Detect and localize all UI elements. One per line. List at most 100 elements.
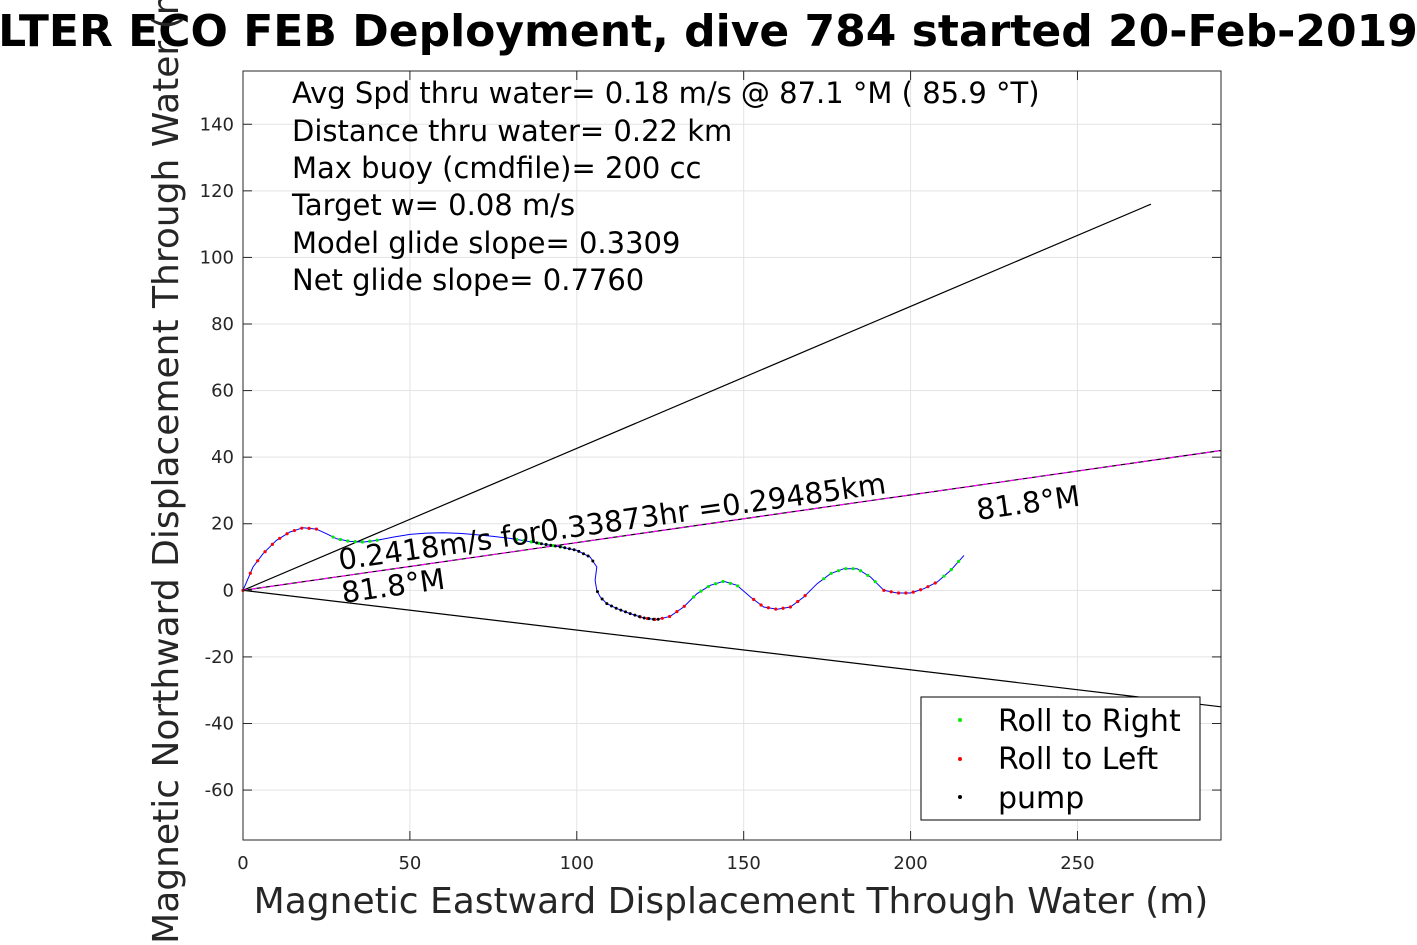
roll-right-marker bbox=[368, 539, 372, 543]
roll-right-marker bbox=[346, 539, 350, 543]
pump-marker bbox=[610, 604, 614, 608]
legend-label-pump: pump bbox=[998, 781, 1084, 816]
plot-area-frame bbox=[242, 70, 1222, 841]
pump-marker bbox=[539, 542, 543, 546]
roll-right-marker bbox=[822, 577, 826, 581]
roll-left-marker bbox=[307, 526, 311, 530]
legend-label-roll-right: Roll to Right bbox=[998, 704, 1181, 739]
reference-lines bbox=[242, 203, 1222, 708]
roll-left-marker bbox=[314, 527, 319, 531]
pump-marker bbox=[591, 559, 595, 563]
legend-marker-roll-right bbox=[958, 718, 962, 722]
roll-left-marker bbox=[926, 585, 930, 589]
legend-label-roll-left: Roll to Left bbox=[998, 742, 1158, 777]
roll-right-marker bbox=[942, 574, 946, 578]
chart-title: LTER ECO FEB Deployment, dive 784 starte… bbox=[0, 6, 1417, 57]
legend-marker-roll-left bbox=[958, 757, 962, 761]
pump-marker bbox=[600, 597, 604, 601]
roll-left-marker bbox=[675, 610, 679, 614]
roll-left-marker bbox=[278, 536, 282, 540]
roll-right-marker bbox=[949, 568, 953, 572]
roll-left-marker bbox=[759, 603, 763, 607]
info-max-buoy: Max buoy (cmdfile)= 200 cc bbox=[292, 151, 701, 185]
roll-right-marker bbox=[836, 569, 841, 573]
roll-right-marker bbox=[866, 573, 870, 577]
pump-marker bbox=[558, 545, 562, 549]
roll-right-marker bbox=[858, 569, 863, 573]
pump-marker bbox=[549, 543, 553, 547]
roll-left-marker bbox=[781, 606, 785, 610]
reference-line bbox=[242, 449, 1222, 591]
x-tick-label: 0 bbox=[237, 853, 248, 874]
roll-right-marker bbox=[714, 582, 718, 586]
legend-box bbox=[920, 696, 1201, 821]
roll-left-marker bbox=[796, 599, 800, 604]
roll-right-marker bbox=[360, 540, 365, 544]
roll-right-marker bbox=[721, 579, 725, 584]
roll-left-marker bbox=[752, 597, 756, 602]
y-tick-label: 140 bbox=[200, 114, 234, 135]
track-markers bbox=[241, 526, 961, 621]
roll-right-marker bbox=[522, 539, 526, 543]
pump-marker bbox=[642, 616, 646, 620]
roll-left-marker bbox=[660, 616, 664, 620]
y-tick-label: 20 bbox=[211, 514, 234, 535]
current-annotation: 0.2418m/s for0.33873hr =0.29485km bbox=[336, 466, 888, 577]
roll-left-marker bbox=[788, 605, 793, 609]
roll-left-marker bbox=[256, 559, 260, 563]
pump-marker bbox=[572, 548, 576, 552]
roll-left-marker bbox=[667, 614, 672, 619]
pump-marker bbox=[647, 617, 651, 621]
x-tick-label: 200 bbox=[893, 853, 927, 874]
legend-marker-pump bbox=[958, 795, 962, 799]
grid-lines bbox=[242, 71, 1221, 840]
pump-marker bbox=[586, 554, 590, 558]
pump-marker bbox=[577, 549, 581, 553]
reference-line bbox=[242, 589, 1222, 708]
roll-left-marker bbox=[896, 591, 901, 595]
pump-marker bbox=[619, 608, 623, 612]
roll-right-marker bbox=[706, 584, 710, 589]
roll-right-marker bbox=[957, 559, 961, 563]
x-tick-label: 150 bbox=[727, 853, 761, 874]
pump-marker bbox=[563, 546, 567, 550]
info-distance: Distance thru water= 0.22 km bbox=[292, 114, 732, 148]
roll-left-marker bbox=[933, 581, 937, 585]
roll-right-marker bbox=[873, 580, 877, 584]
roll-left-marker bbox=[248, 571, 252, 575]
info-avg-speed: Avg Spd thru water= 0.18 m/s @ 87.1 °M (… bbox=[292, 76, 1040, 110]
info-text-block: Avg Spd thru water= 0.18 m/s @ 87.1 °M (… bbox=[291, 76, 1040, 297]
roll-right-marker bbox=[692, 595, 696, 599]
pump-marker bbox=[624, 610, 628, 614]
roll-left-marker bbox=[911, 590, 915, 594]
pump-marker bbox=[581, 552, 585, 556]
y-tick-label: -60 bbox=[205, 780, 234, 801]
roll-right-marker bbox=[851, 567, 855, 571]
info-net-glide-slope: Net glide slope= 0.7760 bbox=[292, 263, 644, 297]
roll-left-marker bbox=[774, 607, 778, 611]
roll-left-marker bbox=[682, 604, 686, 608]
y-tick-label: 100 bbox=[200, 247, 234, 268]
roll-left-marker bbox=[270, 542, 274, 546]
roll-left-marker bbox=[292, 528, 297, 533]
roll-left-marker bbox=[300, 526, 304, 530]
x-axis-label: Magnetic Eastward Displacement Through W… bbox=[254, 881, 1209, 922]
roll-right-marker bbox=[844, 567, 848, 571]
pump-marker bbox=[652, 617, 656, 621]
pump-marker bbox=[595, 590, 599, 594]
roll-right-marker bbox=[529, 540, 533, 544]
pump-marker bbox=[535, 541, 539, 545]
pump-marker bbox=[605, 602, 609, 606]
y-tick-label: 60 bbox=[211, 381, 234, 402]
roll-left-marker bbox=[803, 594, 807, 598]
info-target-w: Target w= 0.08 m/s bbox=[291, 188, 575, 222]
roll-right-marker bbox=[375, 538, 379, 542]
y-axis-label: Magnetic Northward Displacement Through … bbox=[146, 0, 187, 944]
info-model-glide-slope: Model glide slope= 0.3309 bbox=[292, 226, 680, 260]
x-tick-label: 100 bbox=[560, 853, 594, 874]
roll-right-marker bbox=[829, 571, 833, 576]
roll-left-marker bbox=[263, 550, 267, 554]
pump-marker bbox=[567, 547, 571, 551]
roll-left-marker bbox=[904, 591, 908, 595]
